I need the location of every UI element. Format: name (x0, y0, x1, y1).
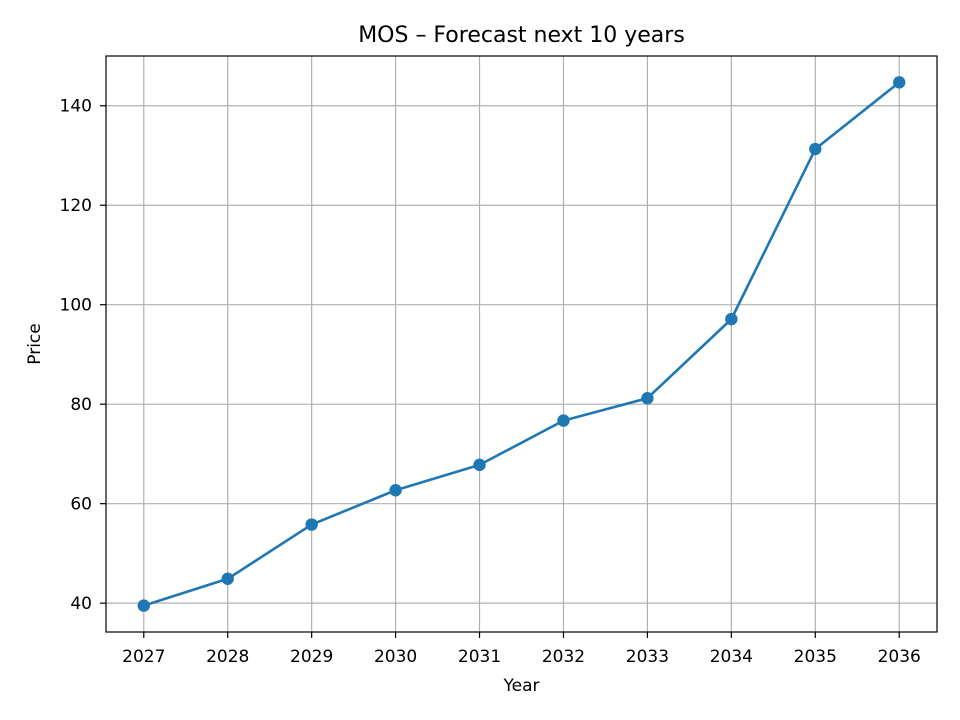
data-point (641, 392, 654, 405)
series-layer (137, 76, 906, 612)
data-point (137, 599, 150, 612)
y-tick-label: 60 (70, 495, 92, 515)
x-tick-label: 2032 (542, 647, 585, 667)
x-tick-label: 2033 (626, 647, 669, 667)
x-tick-label: 2027 (122, 647, 165, 667)
x-tick-label: 2029 (290, 647, 333, 667)
data-point (221, 572, 234, 585)
series-line (142, 81, 901, 607)
data-point (305, 518, 318, 531)
axis-ticks: 2027 2028 2029 2030 2031 2032 2033 2034 2035 2036… (60, 97, 921, 667)
x-tick-label: 2030 (374, 647, 417, 667)
x-tick-label: 2034 (710, 647, 753, 667)
data-point (557, 414, 570, 427)
y-tick-label: 140 (60, 97, 92, 117)
data-point (893, 76, 906, 89)
chart-title: MOS – Forecast next 10 years (358, 23, 685, 48)
x-axis-label: Year (503, 676, 540, 696)
plot-frame (105, 55, 938, 633)
y-tick-label: 120 (60, 196, 92, 216)
x-tick-label: 2035 (794, 647, 837, 667)
x-tick-label: 2031 (458, 647, 501, 667)
y-tick-label: 100 (60, 296, 92, 316)
data-point (473, 458, 486, 472)
data-point (725, 312, 738, 326)
x-tick-label: 2036 (878, 647, 921, 667)
data-point (809, 142, 822, 156)
x-tick-label: 2028 (206, 647, 249, 667)
y-tick-label: 40 (70, 594, 92, 614)
data-point (389, 484, 402, 497)
y-axis-label: Price (25, 323, 45, 364)
y-tick-label: 80 (70, 395, 92, 415)
